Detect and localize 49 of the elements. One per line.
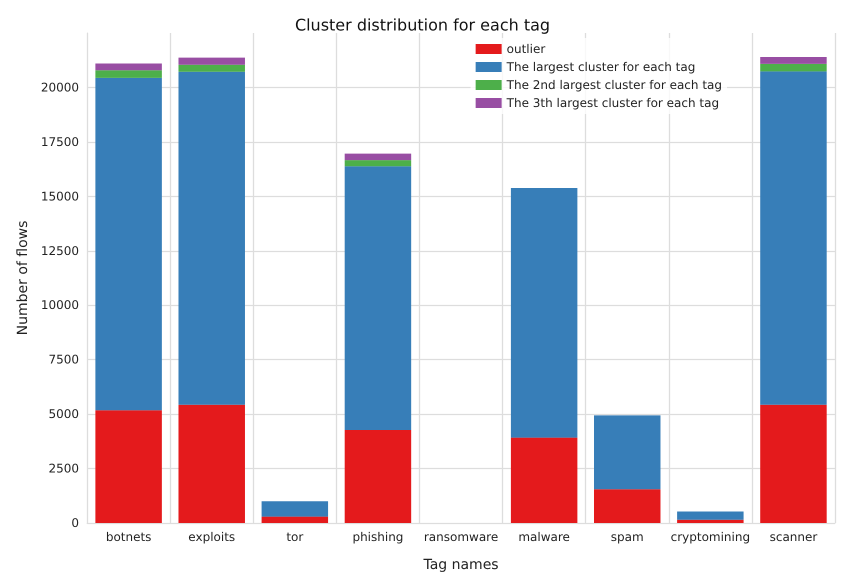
bar — [760, 71, 827, 405]
x-tick-label: scanner — [770, 530, 818, 544]
bar — [95, 70, 162, 78]
bar — [677, 511, 744, 520]
x-tick-label: malware — [518, 530, 570, 544]
bar — [344, 154, 412, 160]
y-tick-label: 2500 — [48, 462, 80, 476]
x-axis-title: Tag names — [422, 557, 499, 573]
legend-label: The largest cluster for each tag — [506, 60, 696, 74]
x-tick-label: exploits — [188, 530, 236, 544]
x-tick-label: ransomware — [424, 530, 498, 544]
bar — [95, 410, 162, 523]
bar — [760, 56, 827, 64]
chart-title: Cluster distribution for each tag — [294, 16, 550, 34]
bar — [178, 64, 245, 72]
y-tick-label: 7500 — [48, 352, 80, 367]
legend-label: The 3th largest cluster for each tag — [506, 96, 720, 110]
x-tick-label: cryptomining — [670, 530, 750, 544]
y-tick-label: 20000 — [40, 80, 80, 94]
bar — [760, 404, 827, 523]
x-tick-label: spam — [610, 530, 644, 544]
bar — [594, 489, 660, 523]
bar — [760, 64, 827, 72]
y-axis-title: Number of flows — [15, 220, 31, 336]
bar — [262, 501, 328, 517]
y-tick-label: 15000 — [40, 189, 80, 204]
bar — [677, 520, 744, 523]
bar — [344, 166, 412, 430]
y-tick-label: 12500 — [40, 244, 80, 258]
bar — [95, 63, 162, 70]
bar — [178, 58, 245, 65]
bar — [262, 516, 328, 523]
y-tick-label: 5000 — [48, 407, 80, 422]
y-tick-label: 17500 — [40, 134, 80, 149]
bar — [178, 72, 245, 405]
x-tick-label: tor — [286, 530, 304, 544]
y-tick-label: 0 — [71, 516, 80, 530]
bar — [344, 430, 412, 523]
y-tick-label: 10000 — [40, 298, 80, 312]
legend-label: outlier — [506, 42, 546, 56]
legend-label: The 2nd largest cluster for each tag — [506, 78, 722, 92]
bar — [178, 404, 245, 523]
bar — [510, 438, 578, 523]
bar — [95, 78, 162, 410]
bar — [344, 160, 412, 166]
bar — [594, 415, 660, 490]
x-tick-label: phishing — [352, 530, 404, 544]
bar — [510, 188, 578, 438]
x-tick-label: botnets — [106, 530, 152, 544]
